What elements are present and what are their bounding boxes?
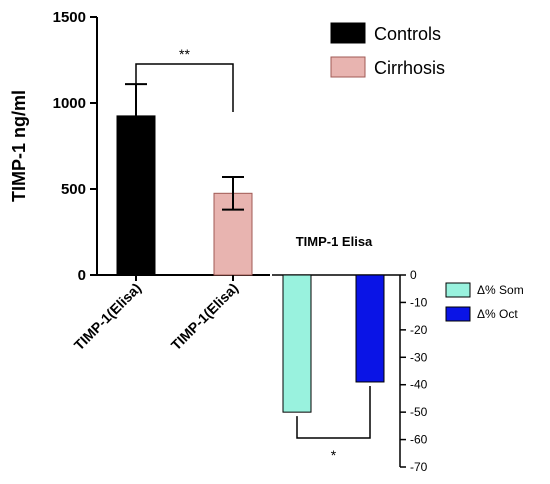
chart-1-bar [116,115,156,276]
chart-1-y-tick-label: 0 [78,267,86,284]
chart-1-x-tick-label: TIMP-1(Elisa) [71,280,144,353]
chart-1-legend-swatch [330,22,366,44]
chart-2-y-tick-label: -30 [410,350,428,364]
chart-2-significance-mark: * [331,447,337,463]
chart-2-y-tick-label: -70 [410,460,428,474]
chart-1-legend-label: Controls [374,24,441,44]
chart-2-bar [355,274,385,383]
chart-2-legend-label: Δ% Som [477,283,524,297]
chart-2-legend-swatch [445,282,471,298]
chart-1-y-tick-label: 1500 [53,9,86,26]
chart-2-y-tick-label: -40 [410,378,428,392]
chart-1-legend-swatch [330,56,366,78]
chart-1-x-tick-label: TIMP-1(Elisa) [168,280,241,353]
chart-2-y-tick-label: 0 [410,268,417,282]
chart-2-legend-label: Δ% Oct [477,307,518,321]
chart-2: TIMP-1 Elisa 0 -10 -20 -30 -40 -50 -60 -70 * Δ% So… [272,234,524,474]
chart-2-bar [282,274,312,413]
chart-2-y-tick-label: -50 [410,405,428,419]
chart-2-y-tick-label: -20 [410,323,428,337]
chart-2-y-tick-label: -10 [410,295,428,309]
chart-1-y-tick-label: 1000 [53,95,86,112]
chart-2-legend-swatch [445,306,471,322]
chart-2-significance-bracket [296,385,371,439]
chart-1-y-axis-label: TIMP-1 ng/ml [9,90,29,202]
chart-1-significance-bracket [135,63,234,112]
chart-2-title: TIMP-1 Elisa [296,234,373,249]
chart-1-y-tick-label: 500 [61,181,86,198]
chart-1-significance-mark: ** [179,46,190,62]
chart-2-y-tick-label: -60 [410,433,428,447]
chart-1-legend-label: Cirrhosis [374,58,445,78]
